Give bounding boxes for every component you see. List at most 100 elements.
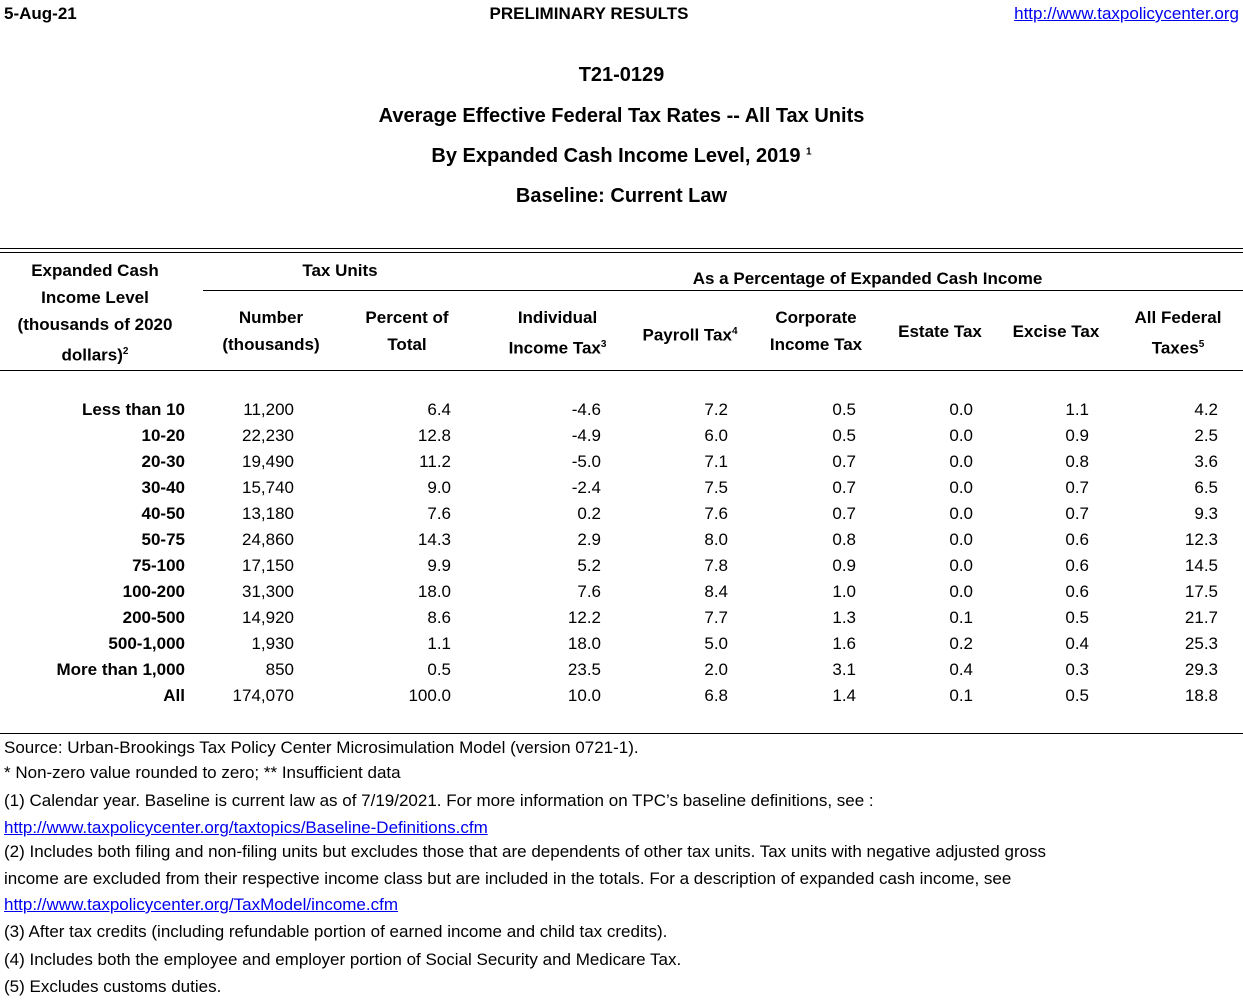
footnote-4: (4) Includes both the employee and emplo…	[4, 950, 682, 969]
cell-payroll-tax: 7.1	[704, 452, 728, 471]
cell-estate-tax: 0.4	[949, 660, 973, 679]
legend-note: * Non-zero value rounded to zero; ** Ins…	[4, 763, 401, 782]
cell-excise-tax: 0.6	[1065, 530, 1089, 549]
cell-corporate-tax: 1.3	[832, 608, 856, 627]
cell-estate-tax: 0.1	[949, 686, 973, 705]
cell-income-level: 500-1,000	[108, 634, 185, 653]
cell-all-federal-taxes: 17.5	[1184, 582, 1218, 601]
footnote-2-cont: income are excluded from their respectiv…	[4, 869, 1012, 888]
table-row: More than 1,000 850 0.5 23.5 2.0 3.1 0.4 0.3 29.…	[0, 657, 1243, 683]
footnote-1: (1) Calendar year. Baseline is current l…	[4, 791, 874, 810]
header-tax-units: Tax Units	[302, 261, 378, 280]
cell-all-federal-taxes: 4.2	[1194, 400, 1218, 419]
header-pct-group: As a Percentage of Expanded Cash Income	[692, 269, 1043, 288]
divider	[0, 370, 1243, 371]
cell-income-level: Less than 10	[82, 400, 185, 419]
cell-all-federal-taxes: 14.5	[1184, 556, 1218, 575]
table-row: 30-40 15,740 9.0 -2.4 7.5 0.7 0.0 0.7 6.5	[0, 475, 1243, 501]
cell-corporate-tax: 0.5	[832, 400, 856, 419]
cell-estate-tax: 0.0	[949, 478, 973, 497]
cell-percent: 1.1	[427, 634, 451, 653]
footnote-3: (3) After tax credits (including refunda…	[4, 922, 668, 941]
cell-excise-tax: 0.5	[1065, 608, 1089, 627]
cell-number: 17,150	[242, 556, 294, 575]
cell-number: 24,860	[242, 530, 294, 549]
cell-percent: 0.5	[427, 660, 451, 679]
table-row: 200-500 14,920 8.6 12.2 7.7 1.3 0.1 0.5 21.7	[0, 605, 1243, 631]
cell-excise-tax: 0.6	[1065, 556, 1089, 575]
income-definition-link[interactable]: http://www.taxpolicycenter.org/TaxModel/…	[4, 895, 398, 914]
cell-payroll-tax: 7.8	[704, 556, 728, 575]
cell-number: 22,230	[242, 426, 294, 445]
cell-income-level: 75-100	[132, 556, 185, 575]
cell-income-level: 50-75	[141, 530, 185, 549]
cell-all-federal-taxes: 9.3	[1194, 504, 1218, 523]
cell-excise-tax: 0.8	[1065, 452, 1089, 471]
table-row: Less than 10 11,200 6.4 -4.6 7.2 0.5 0.0 1.1 4.2	[0, 397, 1243, 423]
divider	[203, 290, 1243, 291]
cell-all-federal-taxes: 3.6	[1194, 452, 1218, 471]
table-id: T21-0129	[578, 64, 665, 86]
cell-percent: 18.0	[417, 582, 451, 601]
cell-excise-tax: 0.9	[1065, 426, 1089, 445]
table-row: 20-30 19,490 11.2 -5.0 7.1 0.7 0.0 0.8 3.6	[0, 449, 1243, 475]
table-row: 100-200 31,300 18.0 7.6 8.4 1.0 0.0 0.6 17.5	[0, 579, 1243, 605]
cell-individual-tax: 5.2	[577, 556, 601, 575]
cell-excise-tax: 0.5	[1065, 686, 1089, 705]
cell-excise-tax: 0.7	[1065, 478, 1089, 497]
cell-corporate-tax: 0.7	[832, 452, 856, 471]
cell-payroll-tax: 6.8	[704, 686, 728, 705]
table-row: 10-20 22,230 12.8 -4.9 6.0 0.5 0.0 0.9 2.5	[0, 423, 1243, 449]
table-row: 40-50 13,180 7.6 0.2 7.6 0.7 0.0 0.7 9.3	[0, 501, 1243, 527]
cell-estate-tax: 0.0	[949, 426, 973, 445]
divider	[0, 252, 1243, 253]
cell-percent: 6.4	[427, 400, 451, 419]
cell-payroll-tax: 7.6	[704, 504, 728, 523]
cell-individual-tax: 18.0	[567, 634, 601, 653]
cell-percent: 12.8	[417, 426, 451, 445]
cell-income-level: 30-40	[141, 478, 185, 497]
cell-all-federal-taxes: 2.5	[1194, 426, 1218, 445]
cell-corporate-tax: 0.8	[832, 530, 856, 549]
cell-number: 15,740	[242, 478, 294, 497]
cell-payroll-tax: 8.0	[704, 530, 728, 549]
cell-corporate-tax: 3.1	[832, 660, 856, 679]
cell-estate-tax: 0.0	[949, 452, 973, 471]
header-individual: Individual Income Tax3	[508, 308, 607, 358]
cell-number: 174,070	[232, 686, 294, 705]
header-estate: Estate Tax	[898, 322, 982, 341]
cell-number: 31,300	[242, 582, 294, 601]
cell-individual-tax: 12.2	[567, 608, 601, 627]
cell-all-federal-taxes: 12.3	[1184, 530, 1218, 549]
cell-individual-tax: 7.6	[577, 582, 601, 601]
baseline-definitions-link[interactable]: http://www.taxpolicycenter.org/taxtopics…	[4, 818, 488, 837]
cell-percent: 11.2	[419, 452, 451, 471]
cell-income-level: 100-200	[122, 582, 185, 601]
cell-income-level: All	[163, 686, 185, 705]
cell-percent: 8.6	[427, 608, 451, 627]
cell-number: 13,180	[242, 504, 294, 523]
tpc-link[interactable]: http://www.taxpolicycenter.org	[1014, 4, 1239, 23]
header-all-federal: All Federal Taxes5	[1134, 308, 1222, 358]
cell-income-level: 200-500	[122, 608, 185, 627]
cell-individual-tax: 0.2	[577, 504, 601, 523]
cell-percent: 9.0	[427, 478, 451, 497]
cell-corporate-tax: 0.5	[832, 426, 856, 445]
cell-corporate-tax: 1.6	[832, 634, 856, 653]
header-income-level: Expanded Cash Income Level (thousands of…	[17, 261, 173, 365]
divider	[0, 733, 1243, 734]
table-row: 50-75 24,860 14.3 2.9 8.0 0.8 0.0 0.6 12.3	[0, 527, 1243, 553]
cell-estate-tax: 0.0	[949, 504, 973, 523]
header-percent: Percent of Total	[365, 308, 449, 354]
cell-payroll-tax: 8.4	[704, 582, 728, 601]
cell-number: 850	[265, 660, 294, 679]
cell-number: 11,200	[243, 400, 294, 419]
cell-corporate-tax: 1.0	[832, 582, 856, 601]
header-excise: Excise Tax	[1012, 322, 1100, 341]
cell-number: 19,490	[242, 452, 294, 471]
cell-individual-tax: -5.0	[571, 452, 601, 471]
cell-payroll-tax: 7.5	[704, 478, 728, 497]
cell-payroll-tax: 7.2	[704, 400, 728, 419]
table-row: 75-100 17,150 9.9 5.2 7.8 0.9 0.0 0.6 14.5	[0, 553, 1243, 579]
table-row: All 174,070 100.0 10.0 6.8 1.4 0.1 0.5 18.8	[0, 683, 1243, 709]
